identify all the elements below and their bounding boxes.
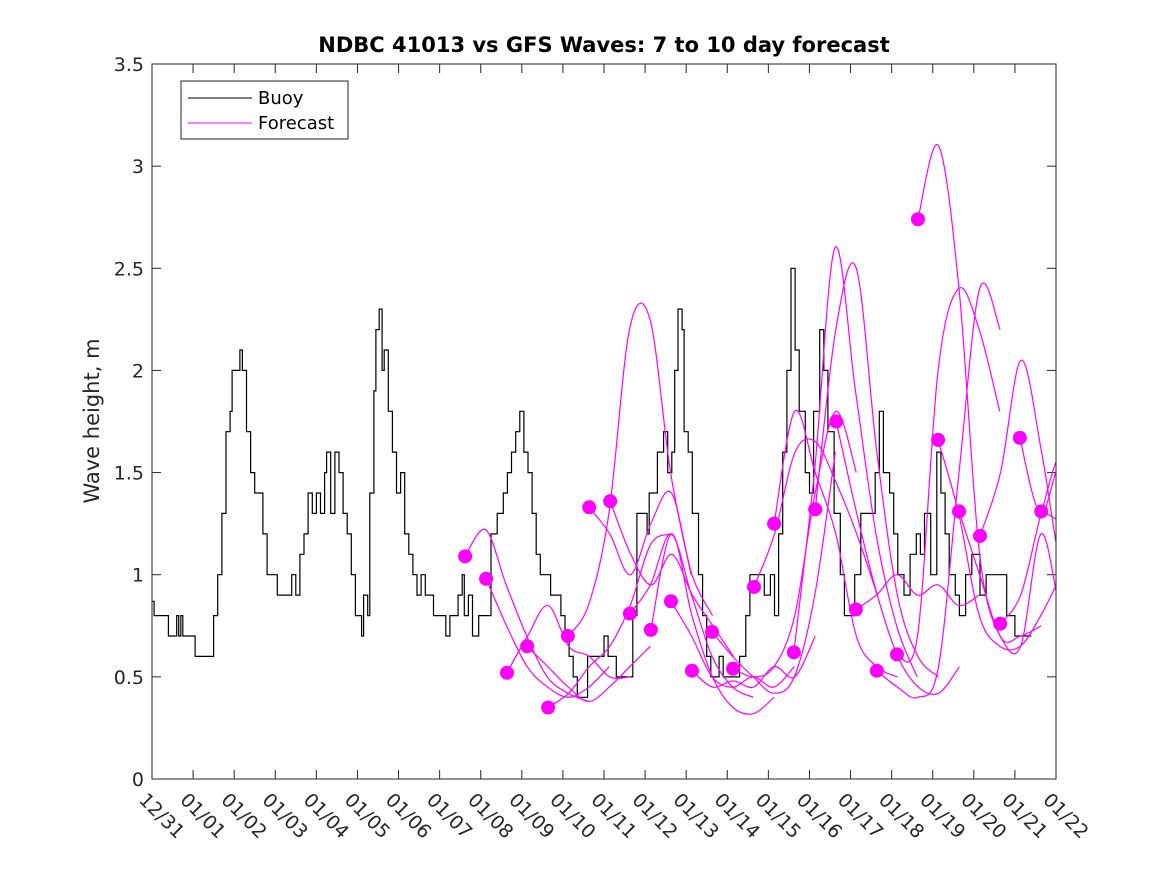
forecast-series-line <box>917 144 1042 644</box>
forecast-start-point <box>910 212 925 227</box>
forecast-series-line <box>464 528 589 702</box>
forecast-start-point <box>1012 430 1027 445</box>
forecast-start-point <box>767 516 782 531</box>
y-tick-label: 3 <box>132 156 144 178</box>
y-tick-label: 1.5 <box>114 463 144 485</box>
forecast-start-point <box>848 602 863 617</box>
y-tick-label: 2.5 <box>114 258 144 280</box>
forecast-start-point <box>726 661 741 676</box>
forecast-series-line <box>547 533 672 708</box>
legend-label-buoy: Buoy <box>258 88 304 109</box>
forecast-start-point <box>520 639 535 654</box>
forecast-start-point <box>603 494 618 509</box>
forecast-start-point <box>889 647 904 662</box>
forecast-start-point <box>1034 504 1049 519</box>
forecast-series-line <box>979 359 1056 547</box>
forecast-start-point <box>541 700 556 715</box>
forecast-start-point <box>582 500 597 515</box>
forecast-series-line <box>1040 510 1056 520</box>
forecast-start-point <box>479 571 494 586</box>
forecast-start-point <box>829 414 844 429</box>
forecast-series-line <box>999 460 1056 625</box>
y-tick-label: 0 <box>132 769 144 791</box>
y-tick-label: 0.5 <box>114 667 144 689</box>
forecast-start-point <box>622 606 637 621</box>
forecast-series-line <box>958 511 1056 655</box>
legend: Buoy Forecast <box>180 80 349 140</box>
forecast-series-line <box>711 452 836 694</box>
forecast-start-point <box>786 645 801 660</box>
y-axis-label: Wave height, m <box>80 338 104 503</box>
forecast-series-line <box>855 574 980 610</box>
forecast-series-line <box>732 410 857 678</box>
y-tick-label: 1 <box>132 565 144 587</box>
forecast-series-line <box>650 533 775 715</box>
forecast-start-point <box>952 504 967 519</box>
chart-title: NDBC 41013 vs GFS Waves: 7 to 10 day for… <box>318 33 889 57</box>
forecast-series-line <box>485 578 610 698</box>
y-tick-label: 3.5 <box>114 54 144 76</box>
forecast-start-point <box>560 629 575 643</box>
forecast-series-line <box>588 490 714 616</box>
forecast-series-line <box>753 438 878 596</box>
forecast-series-line <box>793 246 918 678</box>
forecast-series-line <box>896 287 1001 663</box>
legend-label-forecast: Forecast <box>258 113 334 134</box>
forecast-series-line <box>876 282 1001 699</box>
forecast-series-line <box>506 604 631 679</box>
forecast-start-point <box>972 528 987 543</box>
forecast-series-line <box>814 262 939 678</box>
forecast-start-point <box>458 549 473 564</box>
forecast-start-point <box>705 624 720 639</box>
forecast-start-point <box>684 663 699 678</box>
forecast-start-point <box>808 502 823 517</box>
forecast-start-point <box>869 663 884 678</box>
forecast-series-line <box>670 600 795 688</box>
forecast-start-point <box>931 432 946 447</box>
forecast-start-point <box>643 622 658 637</box>
legend-box <box>180 80 349 140</box>
forecast-start-point <box>663 594 678 609</box>
forecast-start-point <box>993 616 1008 631</box>
y-tick-label: 2 <box>132 360 144 382</box>
buoy-series-line <box>152 267 1032 698</box>
forecast-start-point <box>500 665 515 680</box>
plot-box <box>151 63 1057 780</box>
forecast-series-line <box>567 302 692 637</box>
forecast-start-point <box>746 579 761 594</box>
forecast-series-line <box>526 645 651 703</box>
